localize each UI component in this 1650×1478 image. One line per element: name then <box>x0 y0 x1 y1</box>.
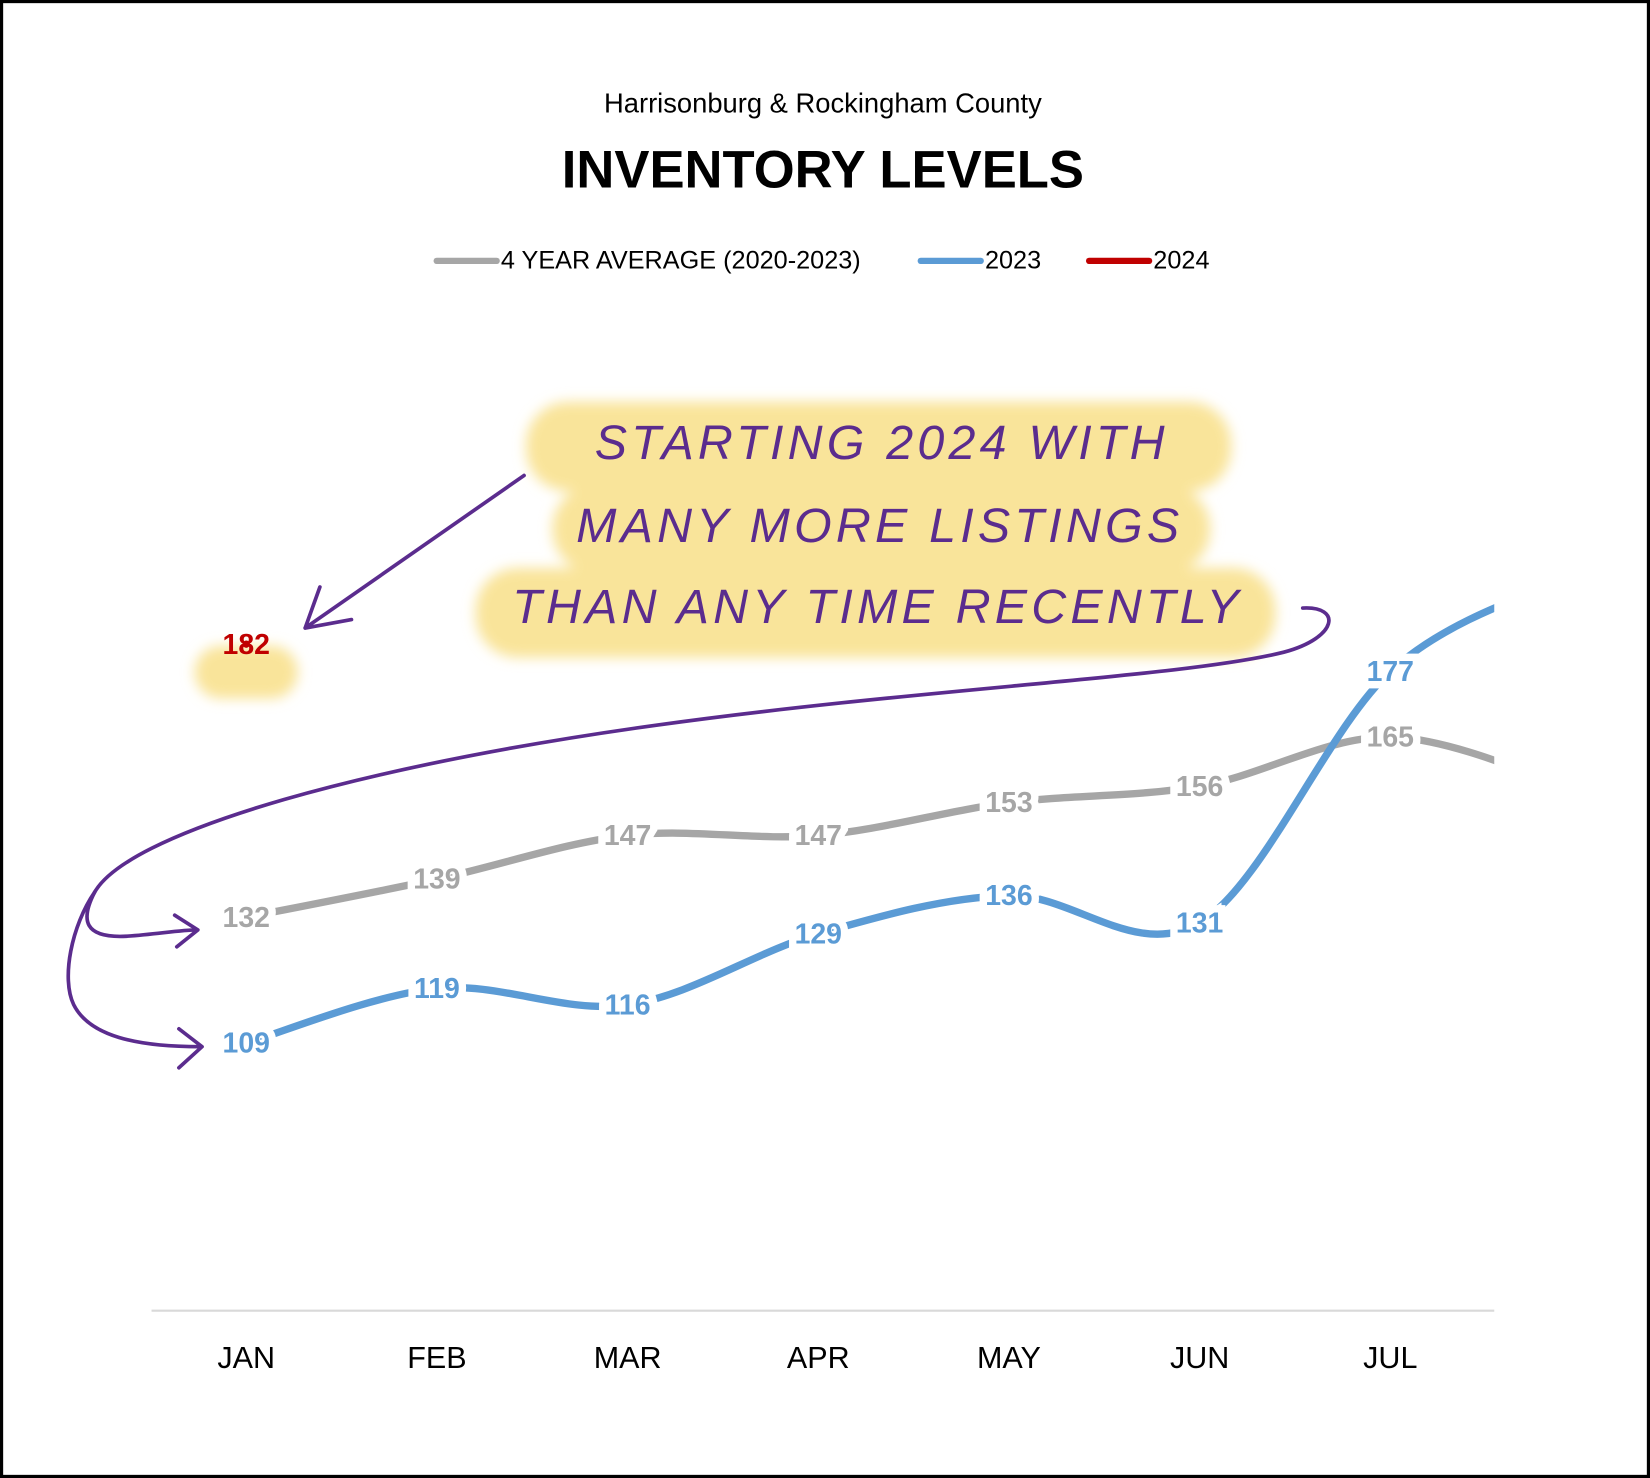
x-tick-label: MAY <box>977 1341 1041 1375</box>
highlight <box>194 401 1276 699</box>
annotation-line: MANY MORE LISTINGS <box>576 499 1183 553</box>
data-label: 132 <box>223 902 270 934</box>
annotation-line: STARTING 2024 WITH <box>595 416 1169 470</box>
arrows <box>66 473 1331 1070</box>
x-tick-label: APR <box>787 1341 850 1375</box>
data-label: 109 <box>223 1028 270 1060</box>
legend-label: 2024 <box>1153 247 1209 275</box>
plot <box>242 604 1495 1047</box>
x-tick-label: JUL <box>1363 1341 1417 1375</box>
chart-subtitle: Harrisonburg & Rockingham County <box>604 87 1042 118</box>
data-label: 182 <box>223 629 270 661</box>
x-tick-label: MAR <box>594 1341 662 1375</box>
legend-label: 2023 <box>985 247 1041 275</box>
legend: 4 YEAR AVERAGE (2020-2023) 2023 2024 <box>433 247 1209 275</box>
data-label: 165 <box>1367 722 1414 754</box>
data-label: 116 <box>605 989 651 1021</box>
data-label: 156 <box>1176 771 1223 803</box>
annotation-line: THAN ANY TIME RECENTLY <box>512 580 1243 634</box>
x-tick-label: JAN <box>217 1341 275 1375</box>
data-label: 139 <box>413 864 460 896</box>
series-line <box>242 733 1495 922</box>
labels: 132 139 147 147 153 156 165 109 119 116 129 136 131 1… <box>215 629 1421 1067</box>
data-label: 129 <box>795 918 842 950</box>
legend-label: 4 YEAR AVERAGE (2020-2023) <box>501 247 861 275</box>
x-tick-label: JUN <box>1170 1341 1229 1375</box>
data-label: 147 <box>604 820 651 852</box>
chart-title: INVENTORY LEVELS <box>562 140 1084 199</box>
data-label: 131 <box>1176 907 1223 939</box>
data-label: 177 <box>1367 656 1414 688</box>
data-label: 153 <box>985 787 1032 819</box>
data-label: 147 <box>795 820 842 852</box>
data-label: 136 <box>985 880 1032 912</box>
annotation: STARTING 2024 WITH MANY MORE LISTINGS TH… <box>512 416 1243 634</box>
series-line <box>242 604 1495 1047</box>
data-label: 119 <box>414 973 460 1005</box>
x-tick-label: FEB <box>407 1341 466 1375</box>
